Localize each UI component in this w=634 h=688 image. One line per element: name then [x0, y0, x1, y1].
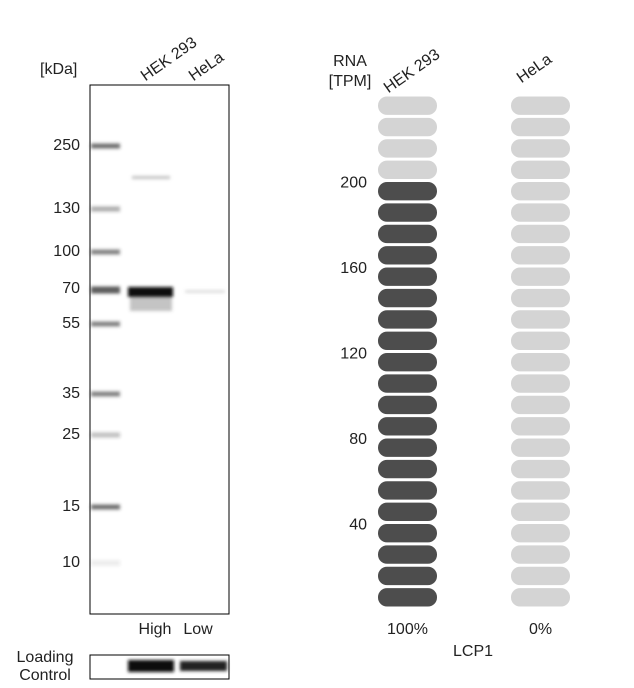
- ladder-band: [91, 286, 120, 294]
- rna-pill: [511, 395, 570, 415]
- rna-pill: [511, 438, 570, 457]
- column-label: HeLa: [514, 51, 555, 87]
- loading-label: Loading: [17, 649, 74, 666]
- marker-label: 55: [62, 315, 80, 332]
- rna-pill: [378, 182, 437, 201]
- loading-label: Control: [19, 667, 71, 683]
- rna-pill: [378, 459, 437, 479]
- blot-frame: [89, 84, 230, 615]
- rna-pill: [511, 374, 570, 393]
- rna-pill: [378, 395, 437, 415]
- level-label: Low: [183, 621, 213, 638]
- rna-pill: [378, 267, 437, 286]
- rna-pill: [378, 353, 437, 372]
- rna-pill: [511, 267, 570, 286]
- band: [128, 287, 173, 297]
- rna-pill: [378, 224, 437, 244]
- rna-pill: [378, 588, 437, 607]
- rna-pill: [378, 417, 437, 436]
- rna-pill: [511, 203, 570, 222]
- marker-label: 70: [62, 280, 80, 297]
- rna-pill: [511, 139, 570, 158]
- ladder-band: [91, 249, 120, 255]
- rna-pill: [511, 502, 570, 521]
- rna-pill: [511, 224, 570, 244]
- rna-pill: [511, 117, 570, 137]
- rna-pill: [378, 502, 437, 521]
- rna-pill: [378, 246, 437, 265]
- band: [132, 176, 170, 179]
- marker-label: 130: [53, 200, 80, 217]
- rna-pill: [378, 374, 437, 393]
- ladder-band: [91, 321, 120, 327]
- gene-label: LCP1: [453, 643, 493, 660]
- ladder-band: [91, 560, 120, 566]
- band: [130, 297, 172, 311]
- rna-pill: [378, 310, 437, 329]
- rna-pill: [511, 310, 570, 329]
- band: [128, 660, 174, 672]
- level-label: High: [139, 621, 172, 638]
- rna-pill: [378, 117, 437, 137]
- rna-title: RNA: [333, 53, 367, 70]
- rna-pill: [378, 481, 437, 500]
- rna-pill: [511, 96, 570, 115]
- band: [180, 661, 227, 671]
- band: [185, 290, 225, 293]
- rna-pill: [378, 96, 437, 115]
- loading-bands: [128, 660, 227, 672]
- unit-label: [kDa]: [40, 61, 77, 78]
- y-tick-label: 200: [340, 175, 367, 192]
- marker-label: 15: [62, 498, 80, 515]
- ladder-band: [91, 206, 120, 212]
- rna-pill: [511, 417, 570, 436]
- rna-pill: [511, 182, 570, 201]
- rna-pill: [378, 139, 437, 158]
- rna-title: [TPM]: [329, 73, 372, 90]
- rna-pill: [378, 160, 437, 179]
- rna-pill: [511, 459, 570, 479]
- rna-pill: [378, 331, 437, 350]
- marker-label: 35: [62, 385, 80, 402]
- rna-pill: [511, 566, 570, 586]
- percent-label: 100%: [387, 621, 428, 638]
- rna-pill: [511, 331, 570, 350]
- y-tick-label: 80: [349, 431, 367, 448]
- rna-pill: [511, 353, 570, 372]
- rna-pill: [378, 203, 437, 222]
- percent-label: 0%: [529, 621, 552, 638]
- lane-label: HeLa: [186, 49, 227, 85]
- rna-pill: [378, 288, 437, 308]
- y-tick-label: 160: [340, 260, 367, 277]
- ladder: [91, 143, 120, 566]
- y-tick-label: 120: [340, 346, 367, 363]
- rna-pill: [511, 246, 570, 265]
- ladder-band: [91, 143, 120, 149]
- rna-pill: [511, 481, 570, 500]
- ladder-band: [91, 504, 120, 510]
- rna-pill: [378, 524, 437, 543]
- marker-label: 25: [62, 426, 80, 443]
- marker-label: 100: [53, 243, 80, 260]
- column-label: HEK 293: [381, 46, 443, 97]
- marker-label: 250: [53, 137, 80, 154]
- rna-pill: [511, 545, 570, 564]
- ladder-band: [91, 391, 120, 397]
- ladder-band: [91, 432, 120, 438]
- y-tick-label: 40: [349, 517, 367, 534]
- marker-label: 10: [62, 554, 80, 571]
- rna-pill: [511, 160, 570, 179]
- rna-pill: [378, 545, 437, 564]
- rna-pill: [378, 566, 437, 586]
- rna-pill: [511, 588, 570, 607]
- rna-pill: [511, 288, 570, 308]
- rna-pill: [511, 524, 570, 543]
- rna-pill: [378, 438, 437, 457]
- blot-bands: [128, 176, 225, 311]
